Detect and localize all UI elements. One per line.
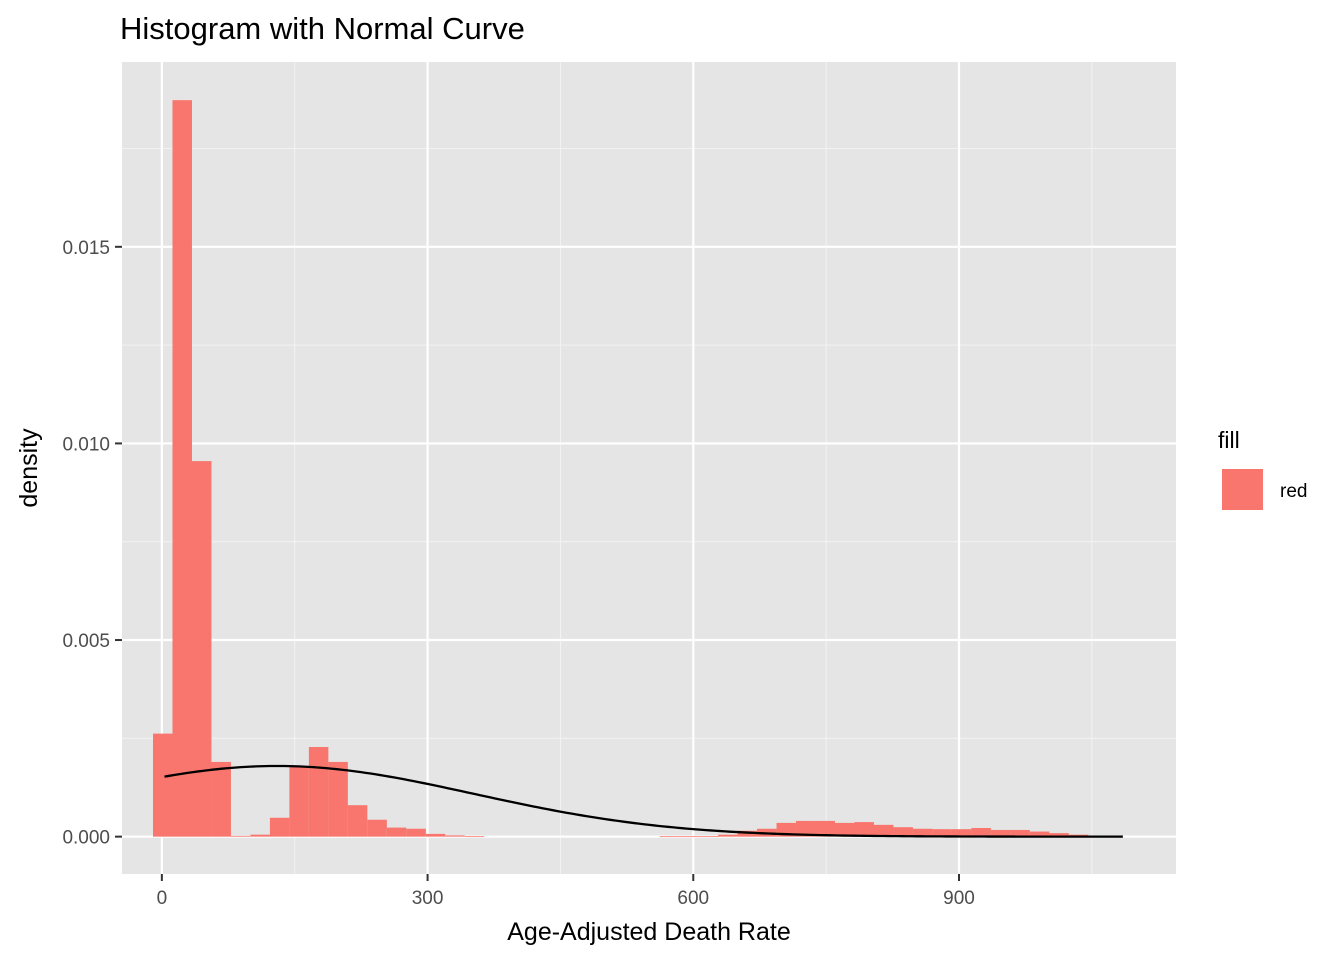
- histogram-bars: [153, 100, 1108, 838]
- x-tick-label-2: 600: [677, 888, 709, 909]
- histogram-bar-13: [406, 828, 426, 837]
- minor-gridlines: [122, 62, 1176, 874]
- legend-label-red: red: [1280, 481, 1307, 502]
- histogram-bar-37: [1049, 833, 1069, 837]
- histogram-bar-28: [873, 824, 894, 837]
- histogram-bar-14: [425, 833, 446, 837]
- y-axis: 0.000 0.005 0.010 0.015: [62, 238, 122, 849]
- legend-title: fill: [1218, 427, 1240, 453]
- x-axis: 0 300 600 900: [157, 874, 975, 909]
- x-axis-title: Age-Adjusted Death Rate: [507, 918, 791, 946]
- histogram-bar-25: [815, 820, 835, 837]
- histogram-bar-26: [835, 822, 855, 837]
- normal-curve-line: [164, 764, 1123, 838]
- legend: fill red: [1218, 427, 1307, 512]
- histogram-bar-15: [445, 835, 465, 837]
- histogram-bar-35: [1010, 829, 1030, 837]
- y-axis-title: density: [15, 428, 43, 508]
- histogram-bar-30: [912, 828, 933, 837]
- y-tick-label-2: 0.010: [62, 434, 110, 455]
- histogram-bar-10: [347, 805, 368, 837]
- histogram-bar-2: [191, 461, 212, 837]
- histogram-bar-8: [308, 746, 329, 837]
- histogram-bar-16: [464, 836, 485, 838]
- x-tick-label-1: 300: [412, 888, 444, 909]
- histogram-bar-24: [796, 820, 816, 837]
- legend-key-red: [1220, 467, 1265, 512]
- histogram-bar-34: [990, 829, 1011, 837]
- x-tick-label-0: 0: [157, 888, 168, 909]
- chart-title: Histogram with Normal Curve: [120, 11, 525, 46]
- histogram-bar-12: [386, 827, 407, 837]
- histogram-bar-9: [328, 761, 348, 837]
- y-tick-label-3: 0.015: [62, 238, 110, 259]
- plot-panel: [122, 62, 1176, 874]
- y-tick-label-0: 0.000: [62, 828, 110, 849]
- histogram-bar-27: [854, 822, 874, 837]
- histogram-bar-36: [1029, 831, 1050, 837]
- y-tick-label-1: 0.005: [62, 631, 110, 652]
- x-tick-label-3: 900: [943, 888, 975, 909]
- histogram-bar-3: [211, 761, 231, 837]
- histogram-bar-5: [250, 834, 270, 837]
- histogram-bar-7: [289, 765, 309, 837]
- histogram-bar-6: [269, 817, 290, 837]
- histogram-bar-31: [932, 829, 952, 837]
- histogram-bar-29: [893, 827, 913, 837]
- histogram-bar-19: [698, 836, 719, 838]
- histogram-bar-1: [172, 100, 192, 837]
- histogram-bar-32: [951, 829, 972, 837]
- histogram-bar-4: [230, 835, 251, 837]
- histogram-bar-11: [367, 819, 387, 837]
- histogram-bar-33: [971, 827, 991, 837]
- histogram-bar-17: [659, 836, 680, 838]
- histogram-bar-20: [718, 834, 738, 837]
- histogram-bar-0: [153, 733, 173, 837]
- histogram-bar-18: [679, 836, 699, 838]
